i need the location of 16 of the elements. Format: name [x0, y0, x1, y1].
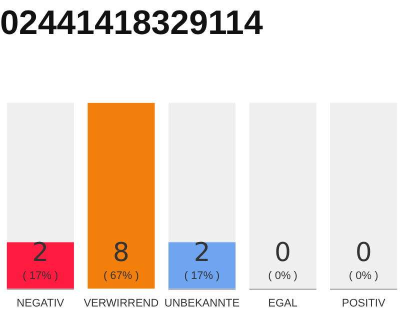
x-tick-label: EGAL	[268, 297, 298, 310]
x-tick-label: UNBEKANNTE	[164, 297, 240, 310]
data-label: 8	[112, 238, 130, 268]
data-label: 2	[32, 238, 49, 268]
x-tick-label: VERWIRREND	[84, 297, 159, 310]
annotation: ( 0% )	[268, 270, 298, 282]
x-tick-label: POSITIV	[342, 297, 386, 310]
x-tick-label: NEGATIV	[16, 297, 65, 310]
data-label: 0	[355, 238, 372, 268]
annotation: ( 17% )	[184, 270, 220, 282]
annotation: ( 67% )	[103, 270, 139, 282]
annotation: ( 0% )	[348, 270, 378, 282]
data-label: 0	[274, 238, 292, 268]
annotation: ( 17% )	[22, 270, 58, 282]
chart-title: 02441418329114	[0, 4, 263, 42]
data-label: 2	[194, 238, 210, 268]
